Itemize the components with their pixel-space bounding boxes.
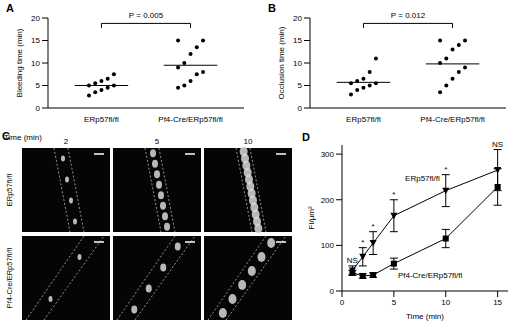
svg-text:Time (min): Time (min)	[406, 312, 444, 321]
svg-text:NS: NS	[347, 256, 358, 265]
svg-text:Occlusion time (min): Occlusion time (min)	[277, 26, 286, 99]
svg-text:10: 10	[441, 298, 450, 307]
svg-text:100: 100	[321, 241, 335, 250]
svg-text:15: 15	[31, 36, 40, 45]
svg-text:Pf4-Cre/ERp57fl/fl: Pf4-Cre/ERp57fl/fl	[398, 271, 463, 280]
svg-text:0: 0	[340, 298, 345, 307]
svg-text:5: 5	[298, 81, 303, 90]
svg-text:*: *	[444, 165, 447, 174]
svg-text:Pf4-Cre/ERp57fl/fl: Pf4-Cre/ERp57fl/fl	[420, 115, 485, 124]
svg-text:20: 20	[293, 14, 302, 23]
svg-text:Pf4-Cre/ERp57fl/fl: Pf4-Cre/ERp57fl/fl	[158, 115, 223, 124]
svg-text:ERp57fl/fl: ERp57fl/fl	[5, 173, 14, 206]
svg-text:Pf4-Cre/ERp57fl/fl: Pf4-Cre/ERp57fl/fl	[5, 247, 14, 308]
svg-text:10: 10	[244, 137, 253, 146]
svg-text:Bleeding time (min): Bleeding time (min)	[15, 28, 24, 97]
svg-text:10: 10	[293, 59, 302, 68]
svg-text:15: 15	[493, 298, 502, 307]
svg-text:10: 10	[31, 59, 40, 68]
svg-text:20: 20	[31, 14, 40, 23]
svg-text:5: 5	[36, 81, 41, 90]
svg-text:P = 0.012: P = 0.012	[391, 11, 426, 20]
svg-text:ERp57fl/fl: ERp57fl/fl	[405, 174, 440, 183]
svg-text:15: 15	[293, 36, 302, 45]
svg-text:ERp57fl/fl: ERp57fl/fl	[84, 115, 119, 124]
svg-text:*: *	[372, 222, 375, 231]
svg-text:0: 0	[36, 104, 41, 113]
svg-text:5: 5	[155, 137, 160, 146]
svg-text:*: *	[361, 238, 364, 247]
svg-text:200: 200	[321, 196, 335, 205]
svg-text:NS: NS	[492, 140, 503, 149]
svg-text:300: 300	[321, 150, 335, 159]
svg-text:0: 0	[330, 287, 335, 296]
svg-text:5: 5	[392, 298, 397, 307]
svg-text:ERp57fl/fl: ERp57fl/fl	[346, 115, 381, 124]
svg-text:2: 2	[64, 137, 69, 146]
svg-text:P = 0.005: P = 0.005	[129, 11, 164, 20]
svg-text:*: *	[392, 190, 395, 199]
svg-text:FI/μm²: FI/μm²	[307, 206, 316, 230]
svg-text:0: 0	[298, 104, 303, 113]
